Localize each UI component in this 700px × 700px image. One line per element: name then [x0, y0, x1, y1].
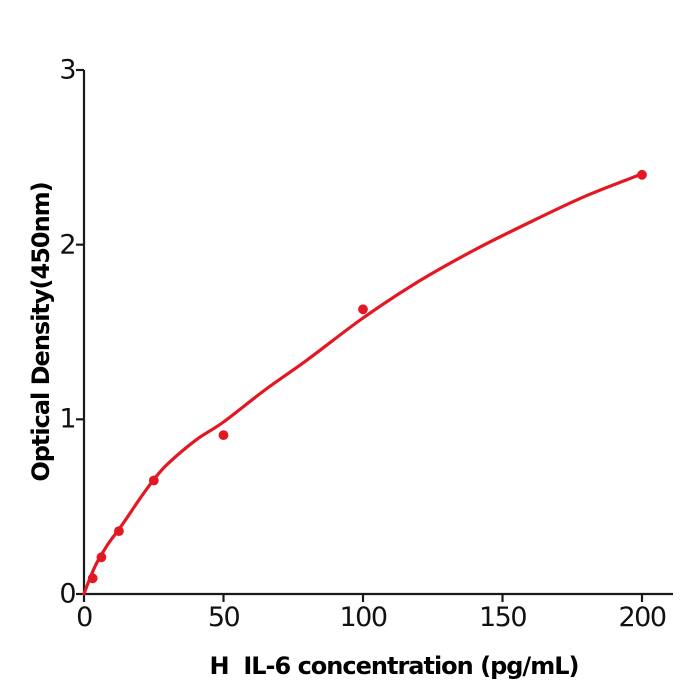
y-tick-label-3: 3: [59, 54, 76, 86]
x-axis-title: H IL-6 concentration (pg/mL): [209, 652, 580, 680]
x-tick-label-150: 150: [478, 602, 528, 633]
data-point-6.25: [96, 552, 107, 563]
data-point-100: [358, 304, 368, 315]
data-point-50: [218, 430, 229, 440]
data-point-200: [637, 169, 647, 180]
axis-spines: [82, 70, 673, 596]
x-tick-label-0: 0: [76, 602, 93, 633]
x-tick-label-100: 100: [339, 602, 388, 633]
x-tick-label-50: 50: [207, 602, 241, 633]
x-tick-label-200: 200: [618, 602, 667, 633]
data-point-12.5: [114, 526, 124, 536]
y-tick-label-2: 2: [59, 229, 76, 261]
y-tick-label-0: 0: [59, 578, 76, 610]
data-point-25: [148, 475, 159, 486]
data-point-3.125: [87, 573, 98, 584]
y-tick-label-1: 1: [59, 403, 76, 435]
y-axis-title: Optical Density(450nm): [27, 182, 55, 482]
standard-curve-line: [82, 172, 644, 596]
